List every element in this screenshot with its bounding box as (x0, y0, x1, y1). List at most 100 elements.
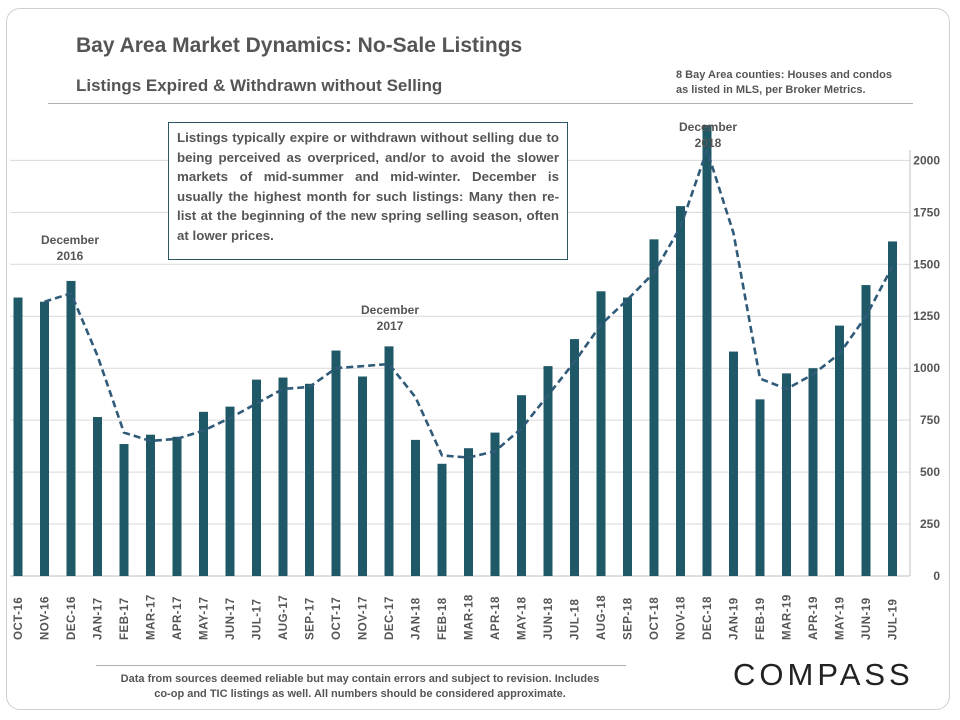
bar-apr-19 (808, 368, 818, 576)
chart-frame (6, 8, 950, 710)
bar-nov-16 (40, 301, 49, 576)
disclaimer-line-2: co-op and TIC listings as well. All numb… (154, 688, 566, 700)
annotation-line-1: December (361, 303, 419, 317)
y-tick-label: 2000 (913, 153, 940, 167)
x-tick-label: FEB-18 (437, 597, 449, 640)
trend-line-group (44, 148, 894, 459)
bar-sep-18 (623, 297, 632, 576)
x-tick-label: JUN-19 (861, 597, 873, 640)
compass-logo: COMPASS (733, 657, 914, 692)
annotation-line-2: 2018 (695, 136, 722, 150)
bar-may-18 (517, 395, 526, 576)
bar-jan-19 (729, 351, 738, 576)
x-tick-label: OCT-18 (649, 597, 661, 640)
bar-apr-18 (490, 432, 500, 576)
x-tick-label: NOV-16 (40, 596, 52, 640)
y-tick-label: 1000 (913, 361, 940, 375)
annotations: December 2016 December 2017 December 2018 (41, 120, 737, 333)
x-tick-label: NOV-17 (358, 596, 370, 640)
bar-jun-17 (225, 406, 235, 576)
x-tick-label: OCT-17 (331, 597, 343, 640)
bar-oct-17 (331, 350, 341, 576)
y-tick-label: 500 (920, 465, 940, 479)
x-tick-label: SEP-17 (305, 597, 317, 640)
x-tick-label: DEC-16 (66, 596, 78, 640)
y-tick-label: 1250 (913, 309, 940, 323)
source-note-line-1: 8 Bay Area counties: Houses and condos (676, 69, 892, 81)
x-tick-label: APR-19 (808, 596, 820, 640)
annotation-line-2: 2016 (57, 249, 84, 263)
x-tick-label: DEC-18 (702, 596, 714, 640)
y-axis-ticks: 0 250 500 750 1000 1250 1500 1750 2000 (913, 153, 940, 583)
bar-jun-18 (543, 366, 553, 576)
bar-aug-18 (596, 291, 606, 576)
bar-jun-19 (861, 285, 871, 576)
source-note-line-2: as listed in MLS, per Broker Metrics. (676, 84, 866, 96)
bar-dec-16 (66, 280, 76, 576)
x-tick-label: FEB-17 (119, 597, 131, 640)
bar-oct-18 (649, 239, 659, 577)
annotation-line-1: December (679, 120, 737, 134)
x-tick-label: AUG-17 (278, 595, 290, 640)
annotation-line-2: 2017 (377, 319, 404, 333)
y-tick-label: 250 (920, 517, 940, 531)
x-tick-label: APR-17 (172, 596, 184, 640)
bar-may-19 (835, 325, 844, 576)
bars (13, 125, 897, 577)
chart-subtitle: Listings Expired & Withdrawn without Sel… (76, 76, 443, 95)
x-tick-label: APR-18 (490, 596, 502, 640)
x-tick-label: JAN-19 (729, 597, 741, 640)
x-tick-label: AUG-18 (596, 595, 608, 640)
x-tick-label: NOV-18 (676, 596, 688, 640)
x-tick-label: MAY-19 (835, 597, 847, 641)
trend-line (44, 148, 894, 459)
x-tick-label: JUL-19 (888, 599, 900, 640)
bar-nov-17 (358, 376, 367, 576)
bar-mar-17 (146, 434, 155, 576)
bar-mar-18 (464, 448, 473, 576)
bar-jul-18 (570, 339, 579, 576)
bar-jul-17 (252, 379, 261, 576)
x-tick-label: MAR-17 (146, 594, 158, 640)
source-note: 8 Bay Area counties: Houses and condos a… (676, 68, 892, 98)
bar-jan-18 (411, 439, 420, 576)
bar-mar-19 (782, 373, 791, 576)
bar-dec-17 (384, 346, 394, 576)
y-tick-label: 1750 (913, 205, 940, 219)
bar-sep-17 (305, 383, 314, 576)
bar-oct-16 (13, 297, 23, 576)
x-tick-label: FEB-19 (755, 597, 767, 640)
bar-feb-17 (119, 444, 129, 576)
y-tick-label: 1500 (913, 257, 940, 271)
disclaimer: Data from sources deemed reliable but ma… (100, 672, 620, 702)
bar-feb-19 (755, 399, 765, 576)
bar-feb-18 (437, 463, 447, 576)
x-tick-label: JUL-17 (252, 599, 264, 640)
x-tick-label: JAN-17 (93, 597, 105, 640)
bar-jan-17 (93, 417, 102, 576)
bar-dec-18 (702, 125, 712, 576)
x-tick-label: JUL-18 (570, 599, 582, 640)
x-axis-ticks: OCT-16 NOV-16 DEC-16 JAN-17 FEB-17 MAR-17 APR-… (13, 594, 900, 640)
x-tick-label: JUN-17 (225, 597, 237, 640)
y-tick-label: 750 (920, 413, 940, 427)
y-tick-label: 0 (933, 569, 940, 583)
x-tick-label: MAR-18 (464, 594, 476, 640)
callout-box: Listings typically expire or withdrawn w… (168, 122, 568, 260)
bar-apr-17 (172, 436, 182, 576)
bar-nov-18 (676, 206, 685, 577)
x-tick-label: JAN-18 (411, 597, 423, 640)
x-tick-label: OCT-16 (13, 597, 25, 640)
x-tick-label: JUN-18 (543, 597, 555, 640)
chart-title: Bay Area Market Dynamics: No-Sale Listin… (76, 34, 523, 57)
bar-aug-17 (278, 377, 288, 576)
x-tick-label: MAY-18 (517, 596, 529, 640)
disclaimer-line-1: Data from sources deemed reliable but ma… (120, 673, 600, 685)
bar-jul-19 (888, 241, 897, 576)
x-tick-label: SEP-18 (623, 597, 635, 640)
footer-divider (96, 665, 626, 666)
x-tick-label: MAR-19 (782, 594, 794, 640)
annotation-line-1: December (41, 233, 99, 247)
bar-may-17 (199, 411, 208, 576)
